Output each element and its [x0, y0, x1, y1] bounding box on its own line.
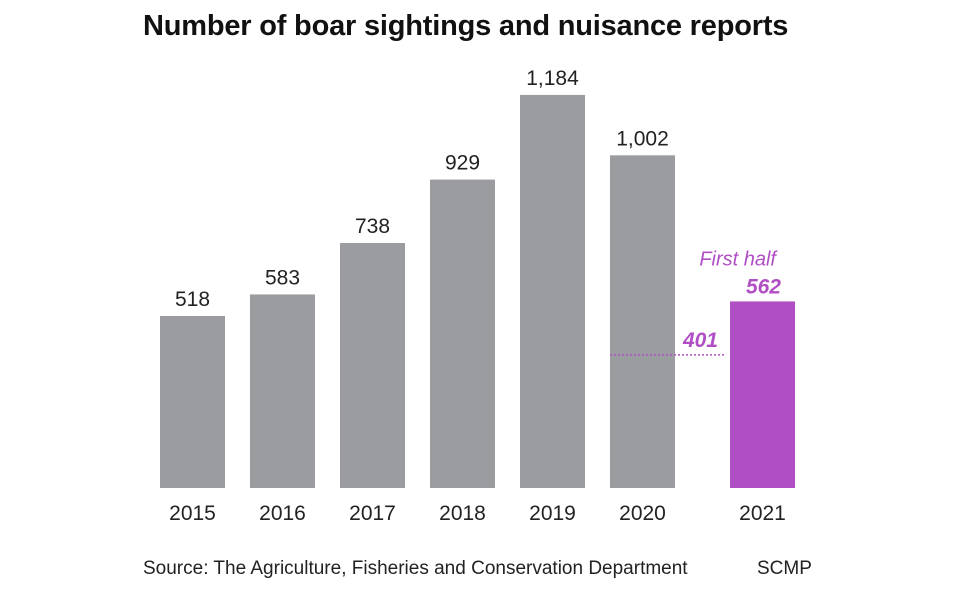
bars-layer	[160, 94, 795, 489]
bar-2018	[430, 179, 495, 488]
bar-2017	[340, 242, 405, 488]
x-tick-label-2021: 2021	[739, 502, 786, 525]
bar-2019	[520, 94, 585, 489]
value-label-2020: 1,002	[616, 127, 669, 150]
x-tick-label-2020: 2020	[619, 502, 666, 525]
reference-value-label: 401	[682, 329, 718, 352]
value-label-2016: 583	[265, 266, 300, 289]
x-tick-label-2018: 2018	[439, 502, 486, 525]
bar-2016	[250, 294, 315, 488]
value-label-2018: 929	[445, 152, 480, 175]
chart-title: Number of boar sightings and nuisance re…	[143, 10, 789, 42]
value-label-2021: 562	[746, 275, 781, 298]
x-tick-label-2019: 2019	[529, 502, 576, 525]
x-tick-label-2017: 2017	[349, 502, 396, 525]
x-tick-label-2015: 2015	[169, 502, 216, 525]
source-note: Source: The Agriculture, Fisheries and C…	[143, 558, 688, 579]
value-label-2017: 738	[355, 215, 390, 238]
x-tick-label-2016: 2016	[259, 502, 306, 525]
bar-2021	[730, 301, 795, 488]
labels-layer: 2015 518 2016 583 2017 738 2018 929 2019 1,184 202…	[169, 67, 786, 525]
value-label-2015: 518	[175, 288, 210, 311]
bar-2015	[160, 316, 225, 488]
value-label-2019: 1,184	[526, 67, 579, 90]
highlight-note-label: First half	[699, 248, 778, 270]
credit-label: SCMP	[757, 558, 812, 579]
bar-2020	[610, 155, 675, 488]
